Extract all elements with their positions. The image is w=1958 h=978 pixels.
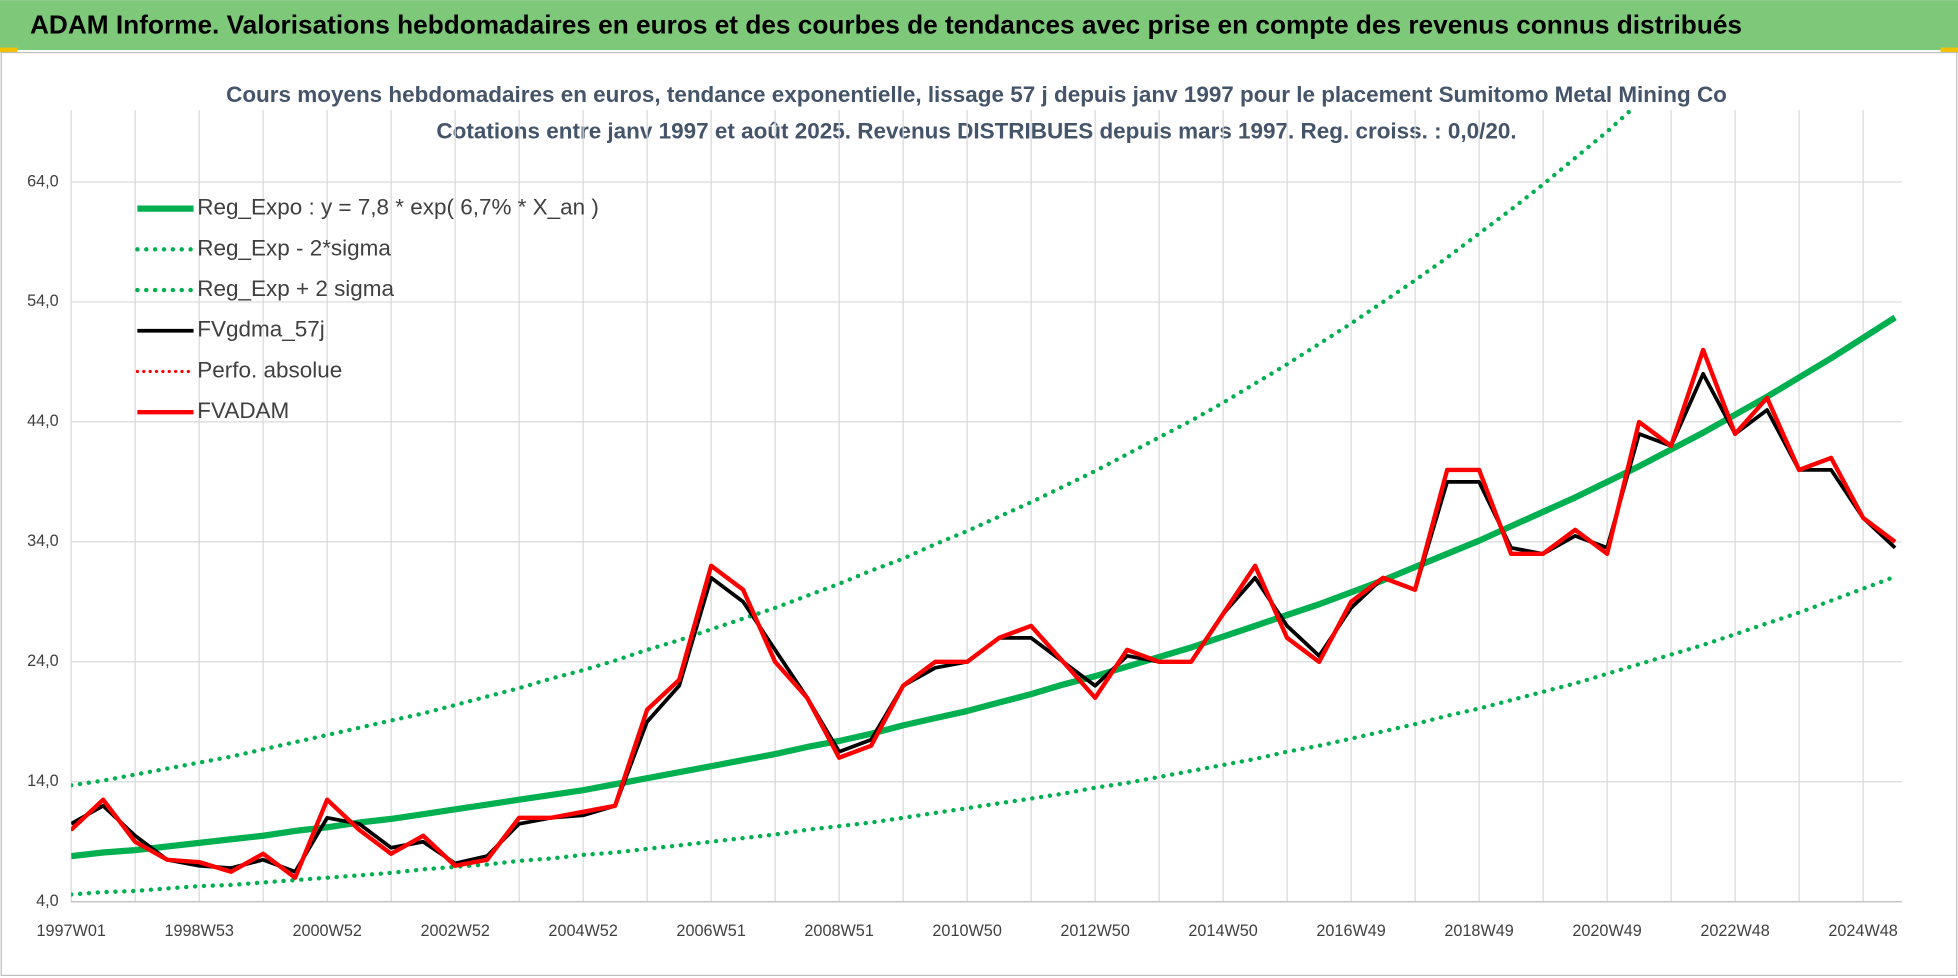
legend-label: Reg_Expo : y = 7,8 * exp( 6,7% * X_an ) xyxy=(197,195,599,220)
legend-label: Perfo. absolue xyxy=(197,357,342,382)
frame xyxy=(0,51,1958,977)
chart-title: Cours moyens hebdomadaires en euros, ten… xyxy=(226,82,1727,107)
x-tick-label: 1998W53 xyxy=(164,922,233,940)
grid: 4,0 14,0 24,0 34,0 44,0 54,0 64,0 1997W01 1998W5… xyxy=(27,110,1902,940)
y-tick-label: 64,0 xyxy=(27,172,59,190)
plot-area xyxy=(71,110,1898,897)
chart-subtitle: Cotations entre janv 1997 et août 2025. … xyxy=(436,118,1516,143)
x-tick-label: 2020W49 xyxy=(1572,922,1641,940)
y-tick-label: 24,0 xyxy=(27,652,59,670)
y-tick-label: 44,0 xyxy=(27,412,59,430)
y-tick-label: 34,0 xyxy=(27,532,59,550)
x-tick-label: 2012W50 xyxy=(1060,922,1129,940)
x-tick-label: 2018W49 xyxy=(1444,922,1513,940)
x-tick-label: 2014W50 xyxy=(1188,922,1257,940)
y-tick-label: 14,0 xyxy=(27,772,59,790)
legend-label: Reg_Exp - 2*sigma xyxy=(197,235,391,260)
x-tick-label: 2002W52 xyxy=(420,922,489,940)
legend-label: FVADAM xyxy=(197,398,289,423)
x-tick-label: 2022W48 xyxy=(1700,922,1769,940)
x-tick-label: 2024W48 xyxy=(1828,922,1897,940)
y-tick-label: 4,0 xyxy=(36,892,59,910)
x-tick-label: 2006W51 xyxy=(676,922,745,940)
series-line xyxy=(71,110,1635,788)
corner-mark xyxy=(0,47,18,53)
x-tick-label: 2000W52 xyxy=(292,922,361,940)
x-tick-label: 2004W52 xyxy=(548,922,617,940)
x-tick-label: 2010W50 xyxy=(932,922,1001,940)
series-line xyxy=(71,314,1897,860)
y-tick-label: 54,0 xyxy=(27,292,59,310)
legend-label: Reg_Exp + 2 sigma xyxy=(197,276,394,301)
x-tick-label: 2008W51 xyxy=(804,922,873,940)
series-line xyxy=(71,347,1897,880)
legend: Reg_Expo : y = 7,8 * exp( 6,7% * X_an ) R… xyxy=(135,195,599,423)
legend-label: FVgdma_57j xyxy=(197,317,324,342)
corner-mark xyxy=(1940,47,1958,53)
header-bar xyxy=(0,0,1958,51)
header-title: ADAM Informe. Valorisations hebdomadaire… xyxy=(30,9,1742,39)
x-tick-label: 1997W01 xyxy=(36,922,105,940)
x-tick-label: 2016W49 xyxy=(1316,922,1385,940)
